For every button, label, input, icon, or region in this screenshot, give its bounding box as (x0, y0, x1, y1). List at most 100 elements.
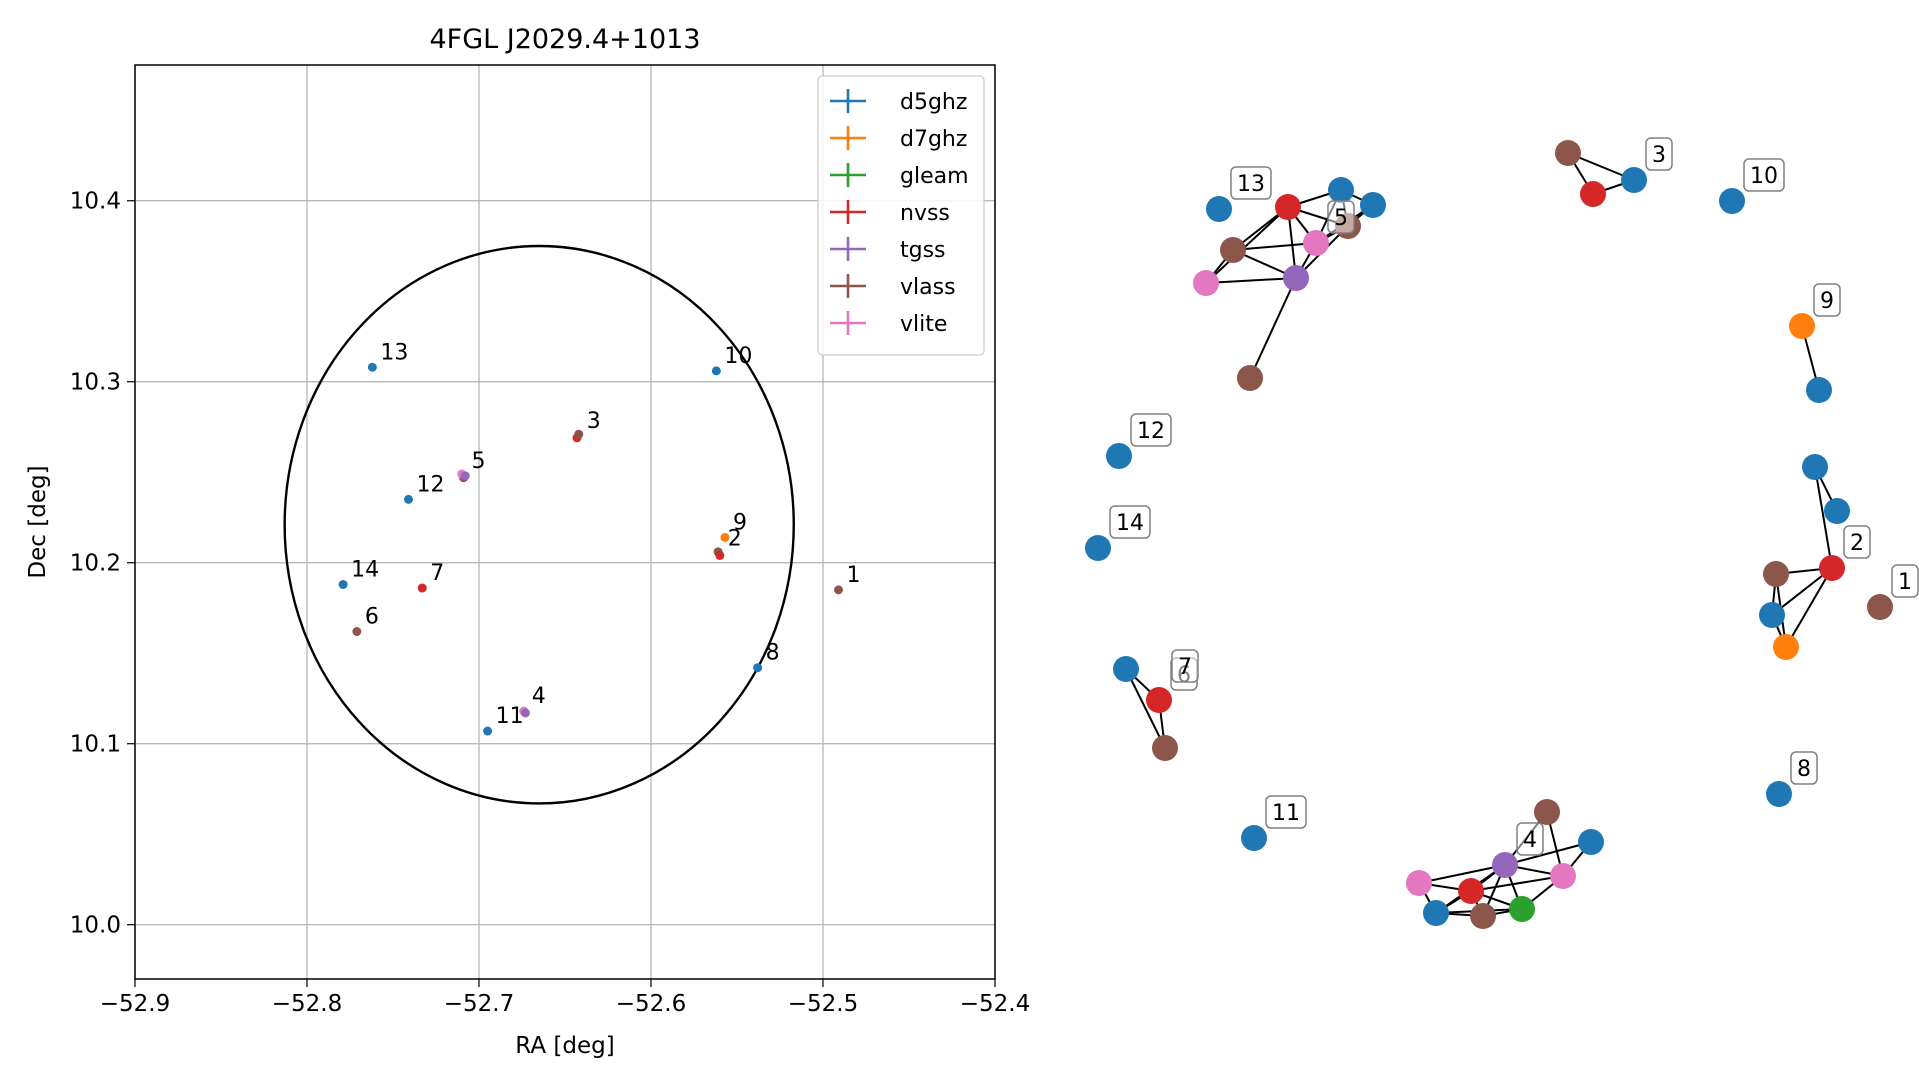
node-d5ghz (1106, 443, 1132, 469)
x-tick-label: −52.4 (960, 991, 1030, 1017)
node-label-box (1843, 525, 1871, 559)
crossmatch-network: 1353109121421678114 (1085, 137, 1919, 929)
point-d5ghz (753, 663, 763, 673)
node-vlass (1152, 735, 1178, 761)
network-edges (1125, 152, 1838, 917)
data-points (338, 362, 843, 736)
edge (1814, 466, 1833, 569)
node-nvss (1275, 194, 1301, 220)
node-nvss (1819, 555, 1845, 581)
legend-label-tgss: tgss (900, 238, 946, 263)
point-vlass (574, 429, 584, 439)
point-tgss (520, 708, 530, 718)
node-vlass (1867, 594, 1893, 620)
point-label: 2 (728, 527, 742, 552)
point-d5ghz (367, 362, 377, 372)
point-label: 8 (766, 641, 780, 666)
network-nodes (1085, 140, 1893, 929)
edge (1418, 864, 1506, 884)
edge (1125, 668, 1166, 749)
node-d7ghz (1789, 313, 1815, 339)
node-label: 4 (1523, 828, 1537, 853)
node-nvss (1146, 687, 1172, 713)
y-tick-label: 10.4 (70, 189, 121, 215)
y-tick-label: 10.3 (70, 370, 121, 396)
point-d5ghz (338, 579, 348, 589)
node-label: 2 (1850, 531, 1864, 556)
x-tick-label: −52.8 (272, 991, 342, 1017)
x-tick-label: −52.5 (788, 991, 858, 1017)
node-d5ghz (1806, 377, 1832, 403)
node-d5ghz (1241, 825, 1267, 851)
point-label: 11 (496, 704, 524, 729)
node-d5ghz (1360, 192, 1386, 218)
point-label: 14 (351, 557, 379, 582)
node-label-box (1645, 137, 1673, 171)
node-label: 10 (1750, 164, 1778, 189)
point-label: 12 (416, 472, 444, 497)
edge (1785, 567, 1833, 648)
node-vlass (1555, 140, 1581, 166)
node-label-box (1171, 649, 1199, 683)
node-label: 1 (1898, 570, 1912, 595)
node-label: 7 (1178, 655, 1192, 680)
legend-label-d5ghz: d5ghz (900, 90, 967, 115)
axes-frame (134, 64, 996, 980)
x-tick-label: −52.6 (616, 991, 686, 1017)
node-label: 5 (1334, 206, 1348, 231)
node-label: 8 (1797, 757, 1811, 782)
node-vlite (1303, 230, 1329, 256)
edge (1232, 242, 1317, 251)
point-nvss (715, 550, 725, 560)
node-label-box (1813, 283, 1841, 317)
node-vlite (1193, 270, 1219, 296)
x-axis-label: RA [deg] (515, 1033, 614, 1059)
point-d5ghz (483, 726, 493, 736)
legend-label-vlite: vlite (900, 312, 947, 337)
node-vlass (1534, 799, 1560, 825)
edge (1205, 277, 1297, 284)
node-label-box (1790, 751, 1818, 785)
point-label: 7 (430, 561, 444, 586)
node-label-box (1130, 413, 1172, 447)
y-tick-label: 10.0 (70, 913, 121, 939)
node-label-box (1230, 166, 1272, 200)
node-d5ghz (1766, 781, 1792, 807)
node-d5ghz (1085, 535, 1111, 561)
node-d5ghz (1621, 167, 1647, 193)
node-vlite (1550, 863, 1576, 889)
point-d5ghz (403, 494, 413, 504)
legend-label-gleam: gleam (900, 164, 969, 189)
y-tick-label: 10.1 (70, 732, 121, 758)
point-label: 10 (724, 344, 752, 369)
node-d5ghz (1328, 177, 1354, 203)
point-nvss (417, 583, 427, 593)
node-label-box (1109, 505, 1151, 539)
y-axis-label: Dec [deg] (25, 465, 51, 578)
edge (1470, 875, 1564, 892)
y-tick-label: 10.2 (70, 551, 121, 577)
node-label-box (1327, 200, 1355, 234)
point-label: 5 (472, 449, 486, 474)
point-d7ghz (720, 532, 730, 542)
point-label: 1 (846, 563, 860, 588)
node-tgss (1283, 265, 1309, 291)
node-label: 3 (1652, 143, 1666, 168)
network-labels: 1353109121421678114 (1109, 137, 1919, 856)
x-tick-label: −52.9 (100, 991, 170, 1017)
node-vlass (1237, 365, 1263, 391)
edge (1249, 277, 1297, 379)
point-tgss (460, 471, 470, 481)
node-d5ghz (1824, 498, 1850, 524)
node-d7ghz (1773, 634, 1799, 660)
point-label: 3 (587, 409, 601, 434)
node-gleam (1509, 896, 1535, 922)
point-label: 4 (532, 684, 546, 709)
search-radius-ellipse (283, 244, 795, 805)
node-nvss (1458, 878, 1484, 904)
node-label: 14 (1116, 511, 1144, 536)
legend-label-vlass: vlass (900, 275, 956, 300)
